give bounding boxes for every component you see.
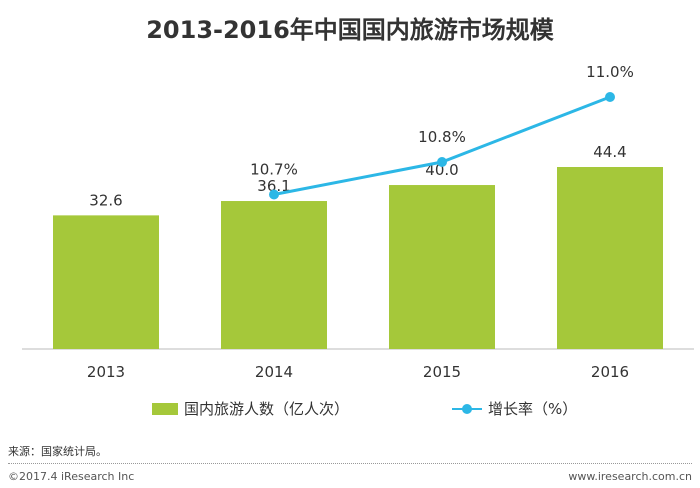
legend-line-label: 增长率（%） — [488, 400, 578, 418]
bar-value-label-2014: 36.1 — [257, 177, 290, 195]
legend-item-line-series: 增长率（%） — [452, 398, 577, 419]
bar-2013 — [53, 215, 159, 349]
bar-value-label-2015: 40.0 — [425, 161, 458, 179]
copyright-text: ©2017.4 iResearch Inc — [8, 470, 135, 483]
growth-rate-label-2016: 11.0% — [586, 63, 634, 81]
growth-rate-label-2015: 10.8% — [418, 128, 466, 146]
website-link[interactable]: www.iresearch.com.cn — [568, 470, 692, 483]
legend-bar-swatch — [152, 402, 178, 415]
x-tick-label-2014: 2014 — [255, 363, 293, 381]
growth-rate-point-2014 — [269, 189, 279, 200]
bar-2016 — [557, 167, 663, 349]
legend-item-bar-series: 国内旅游人数（亿人次） — [152, 398, 349, 419]
bar-2015 — [389, 185, 495, 349]
source-note: 来源：国家统计局。 — [8, 445, 107, 458]
x-tick-label-2016: 2016 — [591, 363, 629, 381]
growth-rate-point-2015 — [437, 157, 447, 167]
footer-divider — [8, 463, 692, 464]
chart-legend: 国内旅游人数（亿人次） 增长率（%） — [0, 398, 700, 420]
chart-title: 2013-2016年中国国内旅游市场规模 — [146, 16, 554, 44]
growth-rate-label-2014: 10.7% — [250, 161, 298, 179]
growth-rate-point-2016 — [605, 92, 615, 102]
legend-line-swatch — [452, 403, 482, 415]
x-tick-label-2013: 2013 — [87, 363, 125, 381]
chart-plot: 32.6 2013 36.1 2014 40.0 2015 44.4 2016 10.7% 10.… — [22, 63, 694, 381]
bar-2014 — [221, 201, 327, 349]
bar-value-label-2016: 44.4 — [593, 143, 626, 161]
x-tick-label-2015: 2015 — [423, 363, 461, 381]
bar-value-label-2013: 32.6 — [89, 191, 122, 209]
legend-bar-label: 国内旅游人数（亿人次） — [184, 400, 350, 418]
